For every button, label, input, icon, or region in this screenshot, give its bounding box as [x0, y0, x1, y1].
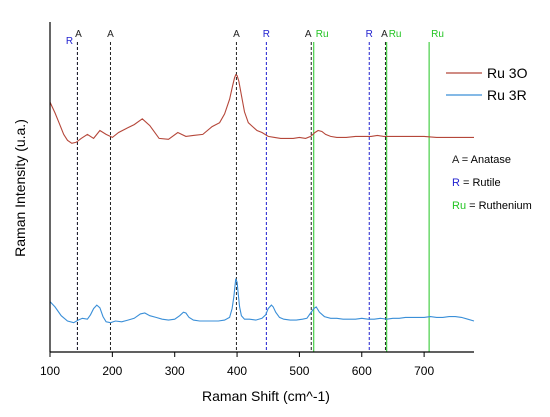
x-tick-label-200: 200	[102, 364, 122, 378]
ref-label-ruthenium-10: Ru	[431, 29, 444, 40]
x-axis-title: Raman Shift (cm^-1)	[202, 388, 330, 404]
x-tick-label-700: 700	[414, 364, 434, 378]
x-tick-label-600: 600	[352, 364, 372, 378]
ref-label-rutile-0: R	[66, 36, 73, 47]
key-entry-0: A = Anatase	[452, 154, 511, 166]
ref-label-anatase-2: A	[107, 29, 114, 40]
ref-label-ruthenium-6: Ru	[316, 29, 329, 40]
key-entry-2: Ru = Ruthenium	[452, 200, 532, 212]
key-entry-1: R = Rutile	[452, 177, 501, 189]
x-tick-label-300: 300	[165, 364, 185, 378]
reference-lines: RA A A R A Ru R A Ru Ru	[66, 29, 444, 352]
phase-key: A = Anatase R = Rutile Ru = Ruthenium	[452, 154, 532, 212]
ref-label-anatase-3: A	[233, 29, 240, 40]
ref-label-anatase-8: A	[381, 29, 388, 40]
x-ticks: 100 200 300 400 500 600 700	[40, 352, 434, 378]
legend-label-1: Ru 3R	[487, 87, 527, 103]
ref-label-rutile-4: R	[263, 29, 270, 40]
ref-label-rutile-7: R	[366, 29, 373, 40]
series-line-0	[49, 73, 474, 144]
x-tick-label-400: 400	[227, 364, 247, 378]
legend: Ru 3O Ru 3R	[446, 65, 528, 103]
ref-label-ruthenium-9: Ru	[389, 29, 402, 40]
x-tick-label-100: 100	[40, 364, 60, 378]
legend-label-0: Ru 3O	[487, 65, 528, 81]
series-line-1	[49, 278, 475, 324]
axes	[49, 22, 474, 353]
ref-label-anatase-1: A	[75, 29, 82, 40]
y-axis-title: Raman Intensity (u.a.)	[12, 119, 28, 257]
x-tick-label-500: 500	[289, 364, 309, 378]
series-layer	[49, 73, 475, 324]
ref-label-anatase-5: A	[305, 29, 312, 40]
